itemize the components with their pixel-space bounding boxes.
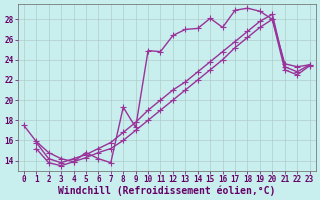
X-axis label: Windchill (Refroidissement éolien,°C): Windchill (Refroidissement éolien,°C) [58,185,276,196]
